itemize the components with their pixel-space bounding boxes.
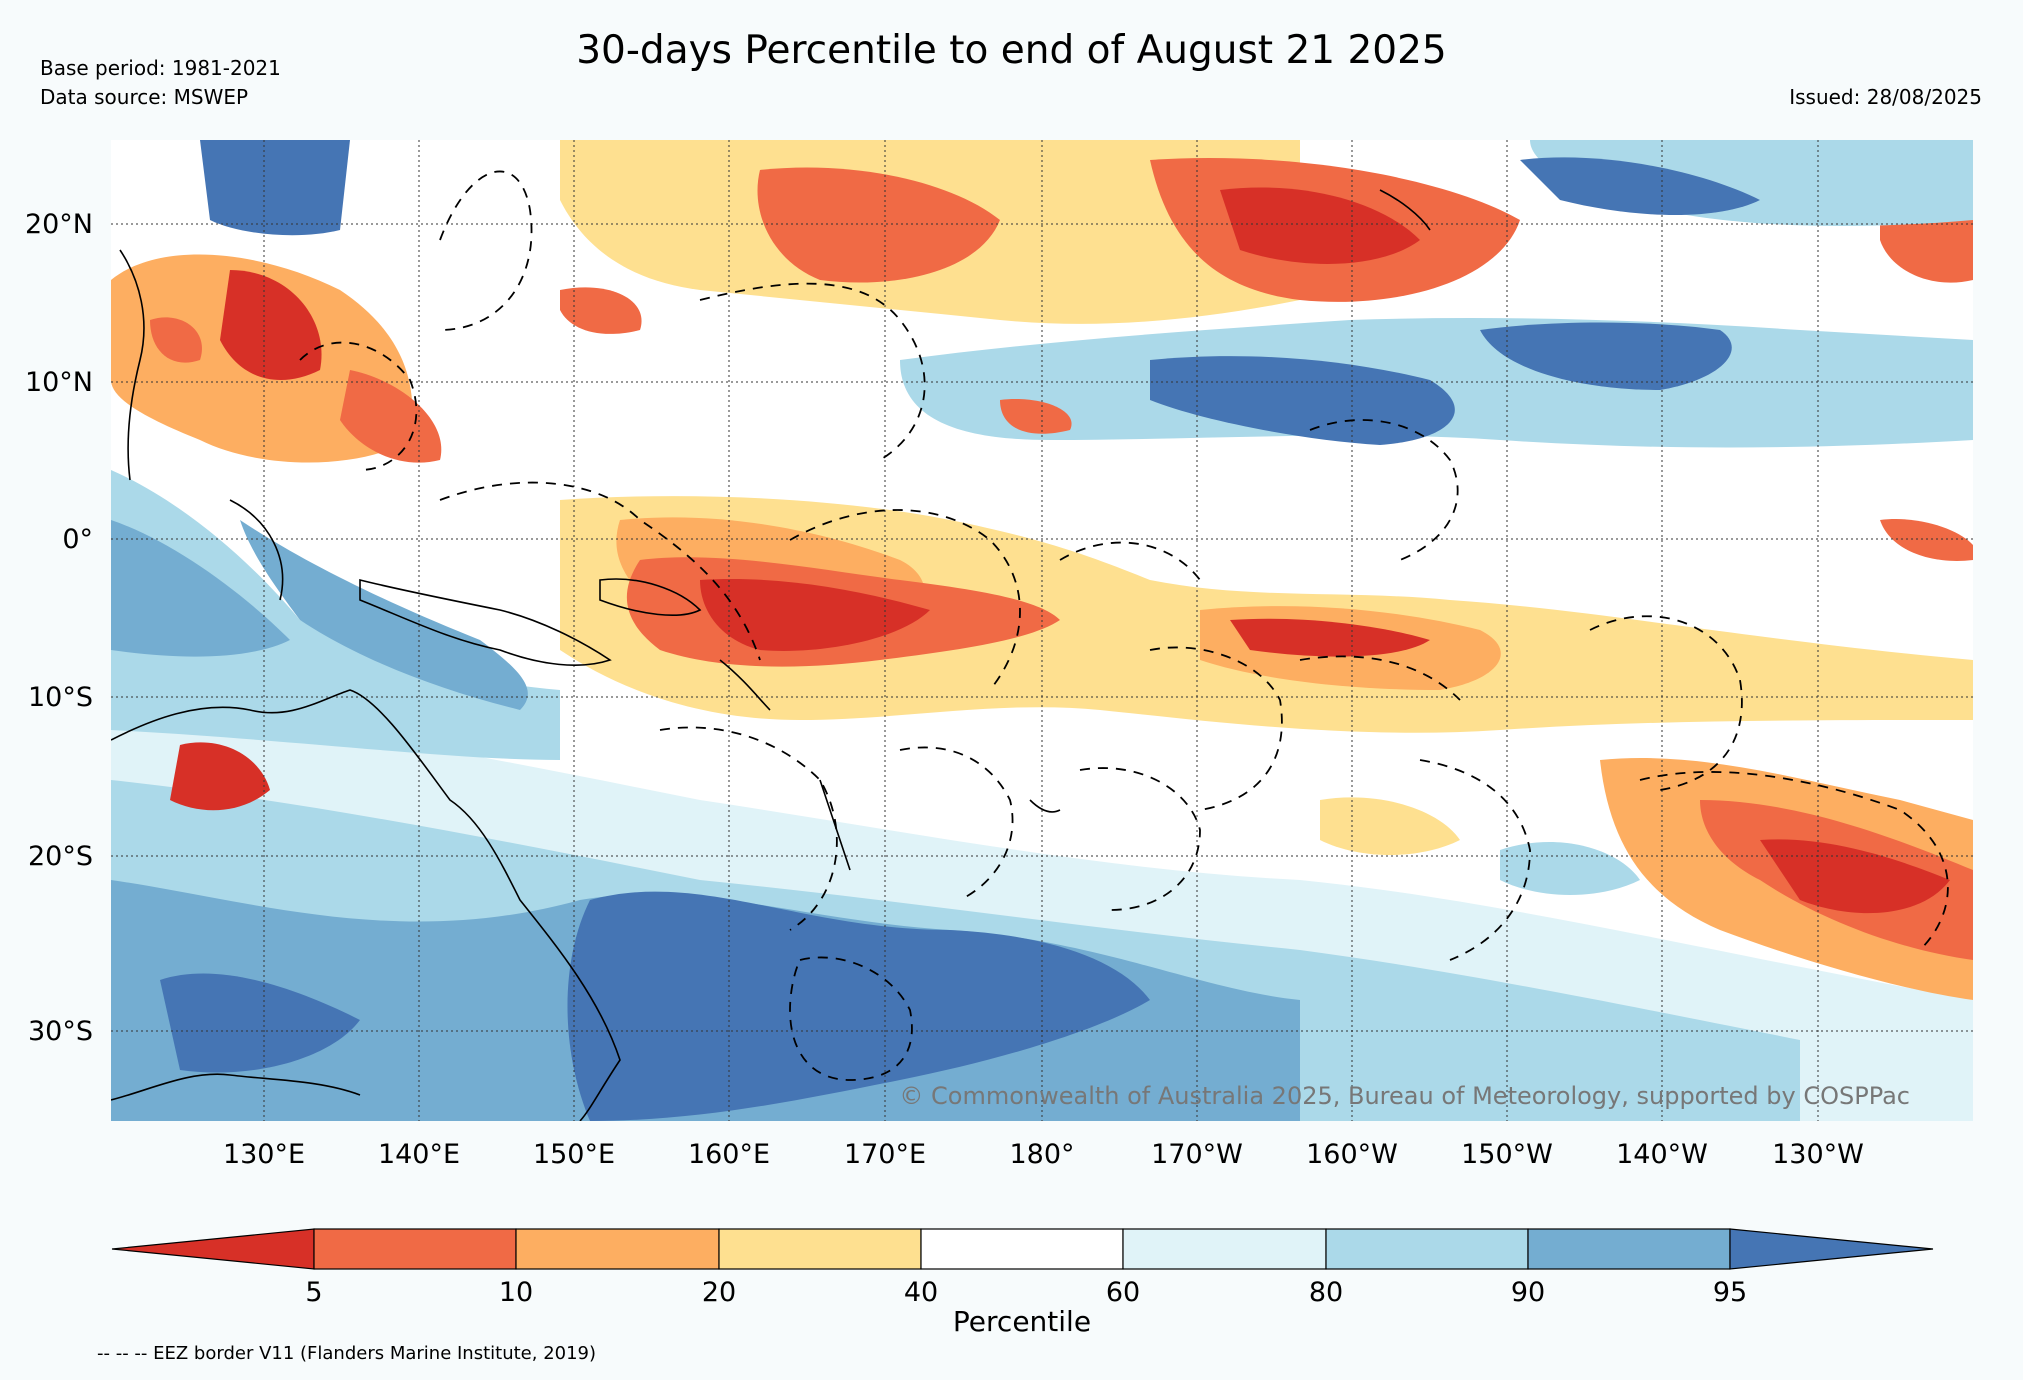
lat-label-10n: 10°N: [25, 367, 93, 398]
colorbar-tick-10: 10: [499, 1277, 533, 1308]
colorbar-segment-below-5: [111, 1228, 315, 1270]
lon-label-140w: 140°W: [1616, 1139, 1708, 1170]
latitude-labels: 20°N 10°N 0° 10°S 20°S 30°S: [25, 209, 93, 1047]
lon-label-150w: 150°W: [1461, 1139, 1553, 1170]
lat-label-30s: 30°S: [28, 1016, 93, 1047]
colorbar-tick-5: 5: [305, 1277, 322, 1308]
colorbar-segment-5-10: [313, 1228, 517, 1270]
lon-label-180: 180°: [1009, 1139, 1074, 1170]
lon-label-160w: 160°W: [1306, 1139, 1398, 1170]
lat-label-20n: 20°N: [25, 209, 93, 240]
colorbar-title: Percentile: [953, 1305, 1091, 1338]
longitude-labels: 130°E 140°E 150°E 160°E 170°E 180° 170°W…: [223, 1139, 1864, 1170]
coastlines: [111, 189, 1431, 1121]
lat-label-20s: 20°S: [28, 841, 93, 872]
colorbar-segment-40-60: [920, 1228, 1124, 1270]
lon-label-130e: 130°E: [223, 1139, 305, 1170]
copyright-text: © Commonwealth of Australia 2025, Bureau…: [899, 1082, 1910, 1110]
lon-label-130w: 130°W: [1772, 1139, 1864, 1170]
map-panel: © Commonwealth of Australia 2025, Bureau…: [111, 140, 1973, 1121]
graticule: [111, 140, 1973, 1121]
eez-border-note: -- -- -- EEZ border V11 (Flanders Marine…: [97, 1343, 597, 1364]
base-period-label: Base period: 1981-2021: [40, 56, 281, 80]
colorbar-tick-40: 40: [904, 1277, 938, 1308]
colorbar-segment-20-40: [718, 1228, 922, 1270]
colorbar-segment-above-95: [1729, 1228, 1934, 1270]
map-title: 30-days Percentile to end of August 21 2…: [576, 28, 1447, 73]
issued-date-label: Issued: 28/08/2025: [1789, 85, 1982, 109]
lat-label-0: 0°: [62, 524, 93, 555]
colorbar-tick-80: 80: [1309, 1277, 1343, 1308]
colorbar-segment-80-90: [1325, 1228, 1529, 1270]
lat-label-10s: 10°S: [28, 682, 93, 713]
colorbar-tick-90: 90: [1511, 1277, 1545, 1308]
colorbar-segment-10-20: [515, 1228, 720, 1270]
colorbar-tick-20: 20: [702, 1277, 736, 1308]
colorbar-segment-60-80: [1122, 1228, 1327, 1270]
lon-label-140e: 140°E: [378, 1139, 460, 1170]
lon-label-170e: 170°E: [844, 1139, 926, 1170]
colorbar-segment-90-95: [1527, 1228, 1731, 1270]
lon-label-170w: 170°W: [1151, 1139, 1243, 1170]
data-source-label: Data source: MSWEP: [40, 85, 249, 109]
colorbar: 5 10 20 40 60 80 90 95 Percentile: [111, 1228, 1934, 1338]
colorbar-tick-60: 60: [1106, 1277, 1140, 1308]
colorbar-tick-95: 95: [1713, 1277, 1747, 1308]
lon-label-150e: 150°E: [533, 1139, 615, 1170]
lon-label-160e: 160°E: [688, 1139, 770, 1170]
eez-borders: [299, 170, 1949, 1081]
